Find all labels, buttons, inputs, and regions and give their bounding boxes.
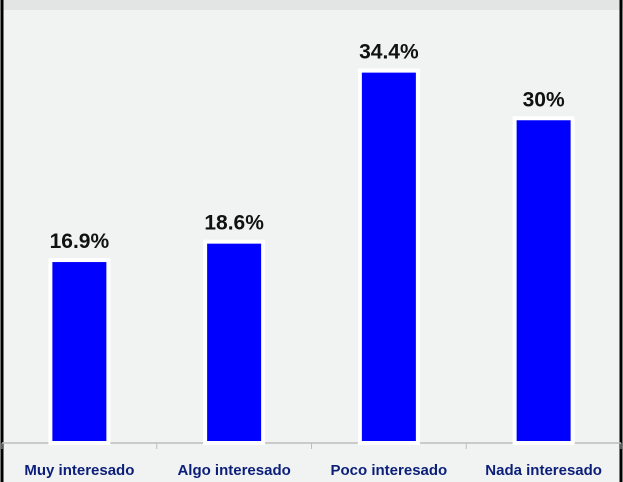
bar-algo-interesado: [203, 239, 266, 445]
value-label-nada-interesado: 30%: [523, 88, 565, 111]
category-label-poco-interesado: Poco interesado: [331, 462, 448, 479]
bar-nada-interesado: [512, 116, 575, 445]
category-label-muy-interesado: Muy interesado: [24, 462, 134, 479]
bar-muy-interesado: [48, 258, 111, 445]
value-label-muy-interesado: 16.9%: [50, 230, 110, 253]
category-label-algo-interesado: Algo interesado: [177, 462, 290, 479]
bar-poco-interesado: [357, 68, 420, 446]
value-labels: 16.9% 18.6% 34.4% 30%: [50, 41, 565, 253]
bars: [48, 68, 575, 446]
value-label-poco-interesado: 34.4%: [359, 41, 419, 64]
category-labels: Muy interesado Algo interesado Poco intere…: [24, 462, 602, 479]
top-band: [0, 0, 623, 10]
x-axis-ticks: [1, 443, 622, 449]
category-label-nada-interesado: Nada interesado: [485, 462, 602, 479]
value-label-algo-interesado: 18.6%: [204, 212, 264, 235]
